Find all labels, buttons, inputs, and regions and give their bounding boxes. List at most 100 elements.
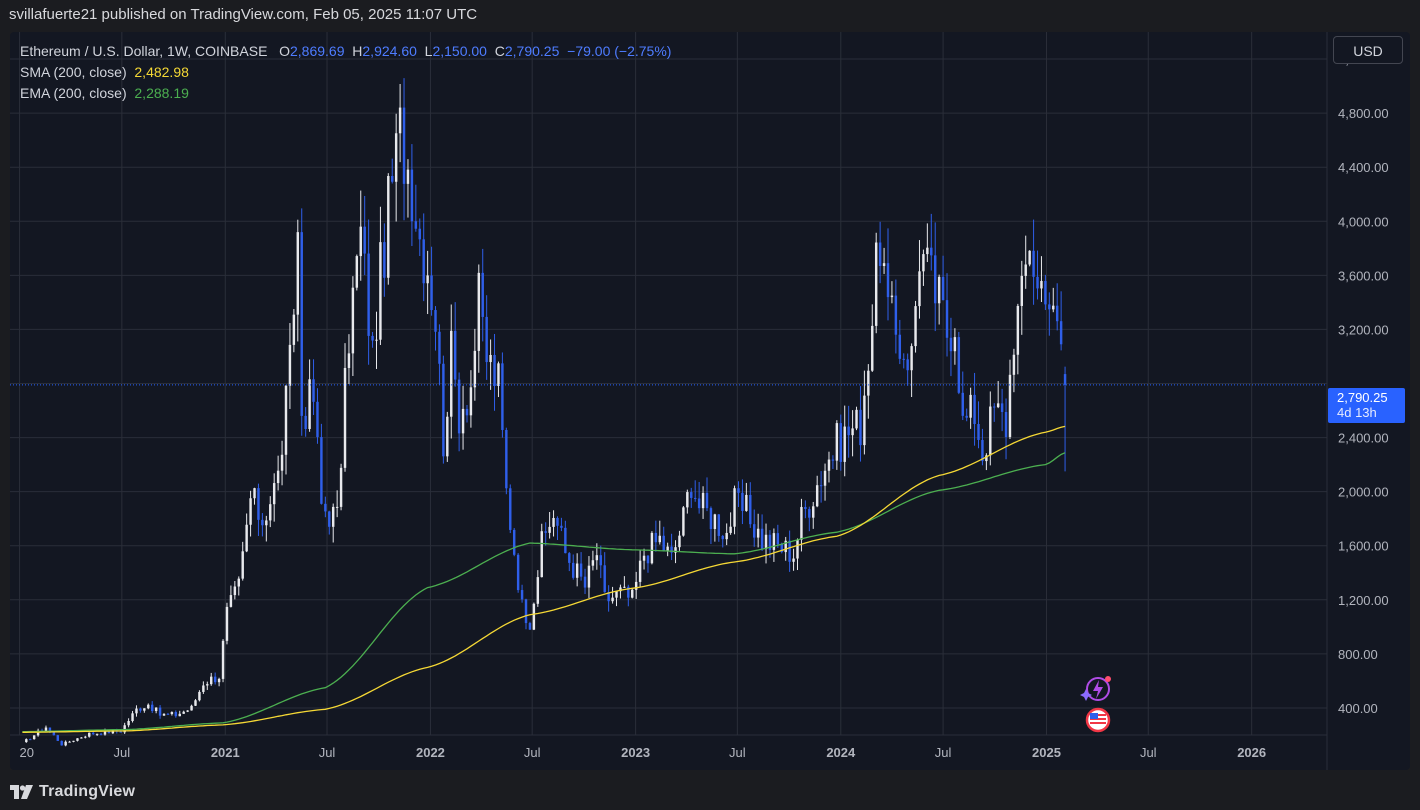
candle-body — [25, 739, 28, 743]
candle-body — [1012, 354, 1016, 375]
price-tick-label: 1,600.00 — [1338, 539, 1389, 554]
candle-body — [80, 737, 83, 739]
candle — [953, 328, 957, 365]
candle-body — [44, 727, 48, 732]
candle-body — [737, 488, 740, 493]
candle-body — [402, 107, 406, 184]
low-value: 2,150.00 — [432, 43, 487, 59]
candle — [261, 513, 264, 537]
candle-body — [996, 403, 1000, 408]
candle-body — [147, 704, 150, 709]
time-axis-labels: 20 Jul 2021 Jul 2022 Jul 2023 Jul 2024 Jul 2025 Jul… — [20, 745, 1267, 760]
candle-body — [36, 730, 40, 736]
candle-body — [237, 578, 240, 587]
candle — [623, 576, 626, 589]
candle-body — [989, 406, 992, 456]
tradingview-logo-icon — [10, 785, 33, 799]
candle-body — [131, 713, 134, 721]
change-value: −79.00 (−2.75%) — [567, 43, 672, 59]
candle — [312, 359, 315, 415]
price-tick-label: 1,200.00 — [1338, 593, 1389, 608]
footer — [0, 770, 1420, 810]
candle-body — [414, 221, 418, 229]
candle — [410, 144, 414, 247]
candle-body — [808, 509, 811, 518]
candle — [1044, 274, 1047, 311]
candle-body — [575, 563, 579, 578]
candle — [725, 523, 728, 546]
candle-body — [804, 506, 807, 510]
candle-body — [776, 533, 780, 545]
candle — [1016, 303, 1020, 375]
candle-body — [993, 406, 996, 408]
candle-body — [823, 470, 827, 486]
tradingview-logo[interactable]: TradingView — [10, 783, 135, 801]
candle-body — [682, 507, 685, 536]
time-tick-label: Jul — [729, 745, 746, 760]
symbol-legend-row[interactable]: Ethereum / U.S. Dollar, 1W, COINBASE O2,… — [20, 41, 671, 62]
candle — [469, 370, 473, 428]
candle — [300, 208, 303, 436]
candle-body — [572, 562, 575, 578]
candle — [642, 548, 646, 570]
candle — [68, 740, 71, 743]
candle — [969, 387, 972, 429]
us-flag-event-icon[interactable] — [1085, 707, 1111, 733]
candle — [465, 405, 469, 423]
candle — [450, 304, 453, 439]
candle — [320, 423, 323, 505]
candle-body — [182, 711, 185, 714]
candle-body — [461, 408, 465, 434]
candle — [422, 213, 425, 302]
candle — [914, 300, 917, 353]
price-tick-label: 2,000.00 — [1338, 485, 1389, 500]
candle-body — [611, 597, 614, 602]
candle-body — [855, 409, 858, 429]
candle-body — [646, 555, 650, 564]
candle — [591, 550, 595, 571]
candle-body — [591, 560, 595, 566]
candle — [162, 713, 166, 716]
candle — [127, 718, 130, 728]
candle — [682, 506, 685, 537]
candle-body — [784, 540, 787, 553]
candle-body — [796, 539, 799, 559]
candle — [194, 699, 197, 706]
candle-body — [792, 558, 795, 562]
candle — [989, 391, 992, 466]
candle — [658, 520, 662, 545]
candle — [560, 517, 563, 532]
chart-panel[interactable]: 400.00 800.00 1,200.00 1,600.00 2,000.00 2,40… — [10, 32, 1410, 770]
candle — [721, 534, 724, 548]
candle — [957, 331, 961, 395]
candle-body — [387, 176, 390, 278]
price-chart[interactable]: 400.00 800.00 1,200.00 1,600.00 2,000.00 2,40… — [10, 32, 1410, 770]
sma-label: SMA (200, close) — [20, 64, 127, 80]
candle-body — [922, 254, 925, 272]
time-tick-label: Jul — [114, 745, 131, 760]
price-tick-label: 800.00 — [1338, 647, 1378, 662]
candle — [760, 514, 764, 551]
candle — [343, 343, 347, 472]
candle — [898, 319, 902, 365]
lightning-event-icon[interactable] — [1080, 676, 1111, 701]
candle — [556, 516, 559, 541]
candle — [489, 339, 492, 390]
candle — [1040, 256, 1043, 302]
candle-body — [812, 506, 815, 518]
candle-body — [213, 676, 217, 683]
candle-body — [351, 287, 355, 354]
candle-body — [505, 429, 508, 489]
currency-button[interactable]: USD — [1333, 36, 1403, 64]
candle — [280, 440, 284, 486]
candle — [493, 333, 496, 411]
candle — [139, 707, 142, 713]
candle — [158, 705, 162, 719]
ema-legend-row[interactable]: EMA (200, close) 2,288.19 — [20, 83, 671, 104]
candle-body — [568, 553, 571, 563]
sma-legend-row[interactable]: SMA (200, close) 2,482.98 — [20, 62, 671, 83]
candle-body — [320, 437, 323, 504]
candle — [355, 254, 359, 291]
candle — [461, 385, 465, 450]
candle — [477, 264, 481, 373]
